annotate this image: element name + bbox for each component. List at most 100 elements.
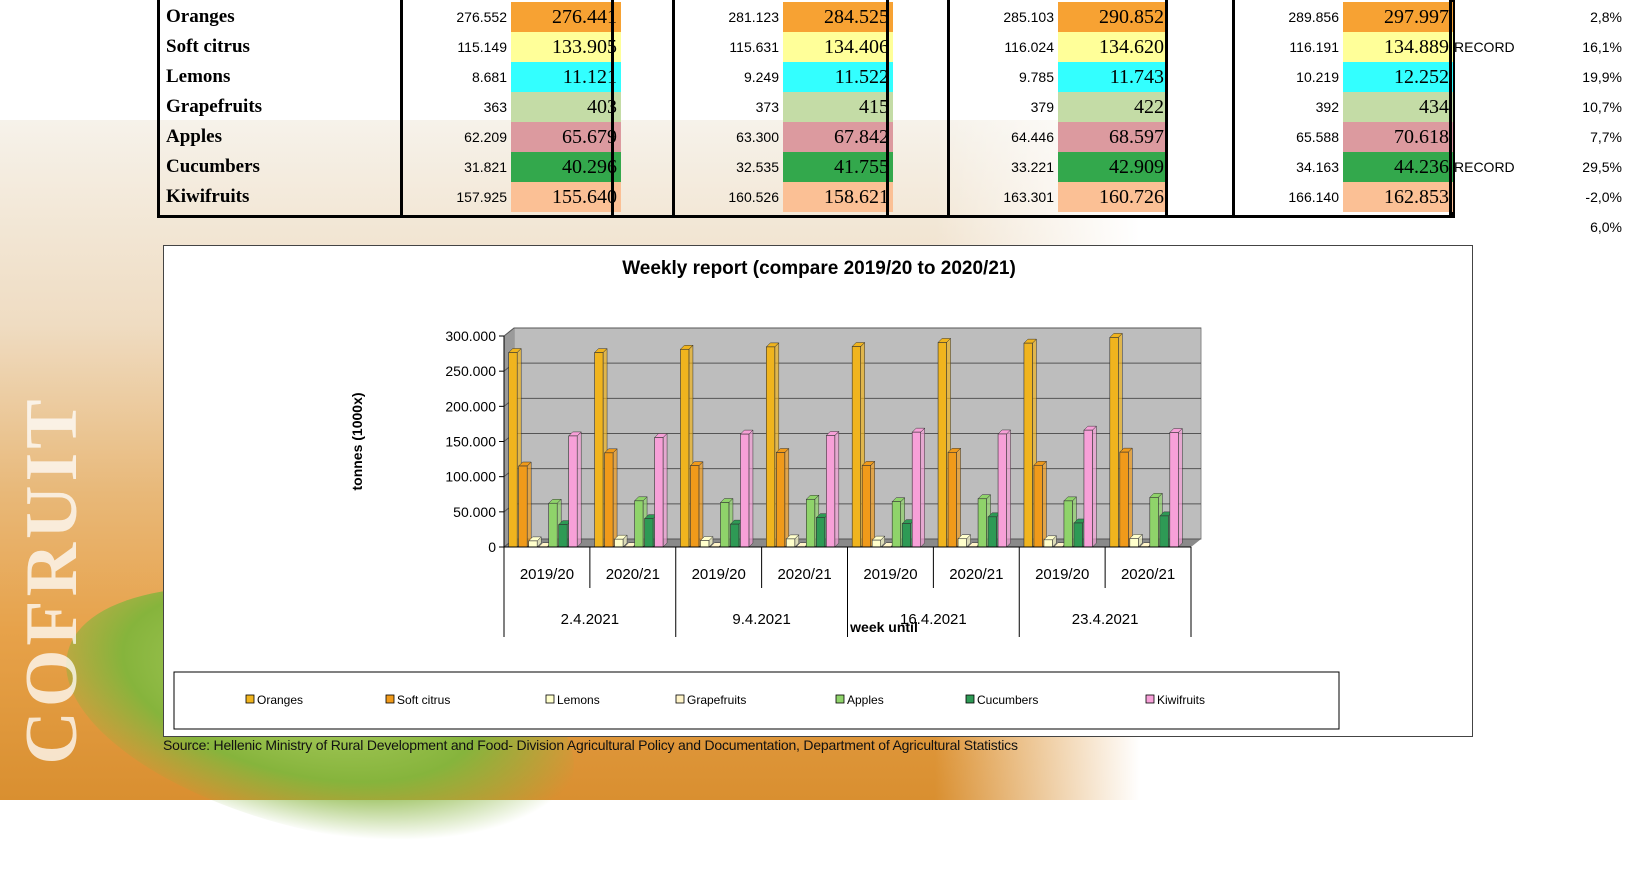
record-note: RECORD bbox=[1454, 39, 1515, 55]
bar-side bbox=[748, 429, 754, 548]
value-current: 284.525 bbox=[783, 2, 893, 32]
chart-svg: 0 50.000 100.000 150.000 200.000 250.000 300.0… bbox=[173, 327, 1340, 730]
value-prev: 373 bbox=[755, 99, 779, 115]
chart-title: Weekly report (compare 2019/20 to 2020/2… bbox=[622, 258, 1016, 279]
value-prev: 392 bbox=[1315, 99, 1339, 115]
bar-cucumbers bbox=[730, 523, 740, 548]
bar-side bbox=[870, 460, 875, 548]
x-group-label: 9.4.2021 bbox=[732, 611, 790, 628]
value-prev: 363 bbox=[483, 99, 507, 115]
value-prev: 116.024 bbox=[1004, 39, 1054, 55]
legend-label: Kiwifruits bbox=[1157, 693, 1205, 707]
legend-label: Lemons bbox=[557, 693, 600, 707]
bar-oranges bbox=[851, 346, 861, 548]
bar-side bbox=[834, 430, 840, 548]
bar-lemons bbox=[871, 539, 881, 548]
chart-frame: Weekly report (compare 2019/20 to 2020/2… bbox=[163, 245, 1473, 737]
bar-oranges bbox=[1023, 342, 1033, 548]
value-current: 67.842 bbox=[783, 122, 893, 152]
bar-side bbox=[920, 427, 925, 548]
bar-side bbox=[612, 448, 618, 548]
value-prev: 9.249 bbox=[743, 69, 779, 85]
table-divider bbox=[1449, 0, 1452, 218]
legend-label: Apples bbox=[847, 693, 884, 707]
bar-soft-citrus bbox=[1119, 451, 1129, 548]
bar-cucumbers bbox=[987, 516, 997, 548]
value-current: 158.621 bbox=[783, 182, 893, 212]
value-prev: 166.140 bbox=[1288, 189, 1339, 205]
bar-oranges bbox=[766, 346, 776, 548]
value-current: 11.522 bbox=[783, 62, 893, 92]
x-category-label: 2020/21 bbox=[777, 566, 831, 583]
bar-kiwifruits bbox=[654, 437, 664, 548]
row-name: Grapefruits bbox=[166, 96, 263, 117]
value-current: 11.743 bbox=[1058, 62, 1168, 92]
bar-soft-citrus bbox=[1033, 464, 1043, 548]
value-current: 134.406 bbox=[783, 32, 893, 62]
value-current: 162.853 bbox=[1343, 182, 1453, 212]
change-percent: 7,7% bbox=[1590, 129, 1622, 145]
legend-swatch bbox=[835, 694, 845, 704]
y-tick-label: 50.000 bbox=[453, 504, 496, 520]
value-prev: 379 bbox=[1030, 99, 1054, 115]
bar-oranges bbox=[680, 348, 690, 548]
value-current: 42.909 bbox=[1058, 152, 1168, 182]
record-note: RECORD bbox=[1454, 159, 1515, 175]
value-prev: 276.552 bbox=[456, 9, 507, 25]
bar-soft-citrus bbox=[604, 452, 614, 548]
table-divider bbox=[886, 0, 889, 218]
table-divider bbox=[672, 0, 675, 218]
row-name: Cucumbers bbox=[166, 156, 260, 177]
x-category-label: 2020/21 bbox=[606, 566, 660, 583]
value-prev: 160.526 bbox=[728, 189, 779, 205]
x-category-label: 2019/20 bbox=[1035, 566, 1089, 583]
change-percent: 16,1% bbox=[1582, 39, 1622, 55]
watermark-logo: COFRUIT bbox=[11, 395, 93, 765]
value-current: 276.441 bbox=[511, 2, 621, 32]
value-current: 403 bbox=[511, 92, 621, 122]
value-current: 134.889 bbox=[1343, 32, 1453, 62]
change-percent: -2,0% bbox=[1585, 189, 1622, 205]
value-prev: 285.103 bbox=[1003, 9, 1054, 25]
row-name: Soft citrus bbox=[166, 36, 250, 57]
change-percent: 19,9% bbox=[1582, 69, 1622, 85]
bar-side bbox=[1042, 460, 1047, 548]
value-prev: 115.149 bbox=[457, 39, 507, 55]
change-percent: 29,5% bbox=[1582, 159, 1622, 175]
y-tick-label: 0 bbox=[488, 539, 496, 555]
bar-apples bbox=[806, 498, 816, 548]
table-divider bbox=[400, 0, 403, 218]
value-current: 422 bbox=[1058, 92, 1168, 122]
value-prev: 115.631 bbox=[729, 39, 779, 55]
value-current: 40.296 bbox=[511, 152, 621, 182]
legend-label: Soft citrus bbox=[397, 693, 450, 707]
change-percent: 10,7% bbox=[1582, 99, 1622, 115]
value-prev: 63.300 bbox=[736, 129, 779, 145]
bar-oranges bbox=[1109, 337, 1119, 548]
value-prev: 8.681 bbox=[471, 69, 507, 85]
value-prev: 64.446 bbox=[1011, 129, 1054, 145]
value-prev: 33.221 bbox=[1011, 159, 1054, 175]
value-current: 68.597 bbox=[1058, 122, 1168, 152]
y-tick-label: 150.000 bbox=[445, 434, 496, 450]
row-name: Oranges bbox=[166, 6, 235, 27]
x-axis-title: week until bbox=[849, 619, 918, 635]
value-prev: 116.191 bbox=[1289, 39, 1339, 55]
legend-label: Cucumbers bbox=[977, 693, 1038, 707]
value-prev: 289.856 bbox=[1288, 9, 1339, 25]
bar-apples bbox=[634, 500, 644, 548]
bar-lemons bbox=[528, 540, 538, 548]
bar-kiwifruits bbox=[826, 435, 836, 548]
bar-side bbox=[576, 431, 582, 548]
legend-swatch bbox=[545, 694, 555, 704]
bar-lemons bbox=[1129, 538, 1139, 548]
bar-side bbox=[1128, 447, 1133, 548]
y-tick-label: 200.000 bbox=[445, 398, 496, 414]
y-axis-title: tonnes (1000x) bbox=[349, 392, 365, 490]
row-name: Apples bbox=[166, 126, 222, 147]
bar-lemons bbox=[957, 538, 967, 548]
bar-cucumbers bbox=[1073, 522, 1083, 548]
bar-apples bbox=[1149, 497, 1159, 548]
change-percent: 2,8% bbox=[1590, 9, 1622, 25]
bar-soft-citrus bbox=[776, 452, 786, 548]
